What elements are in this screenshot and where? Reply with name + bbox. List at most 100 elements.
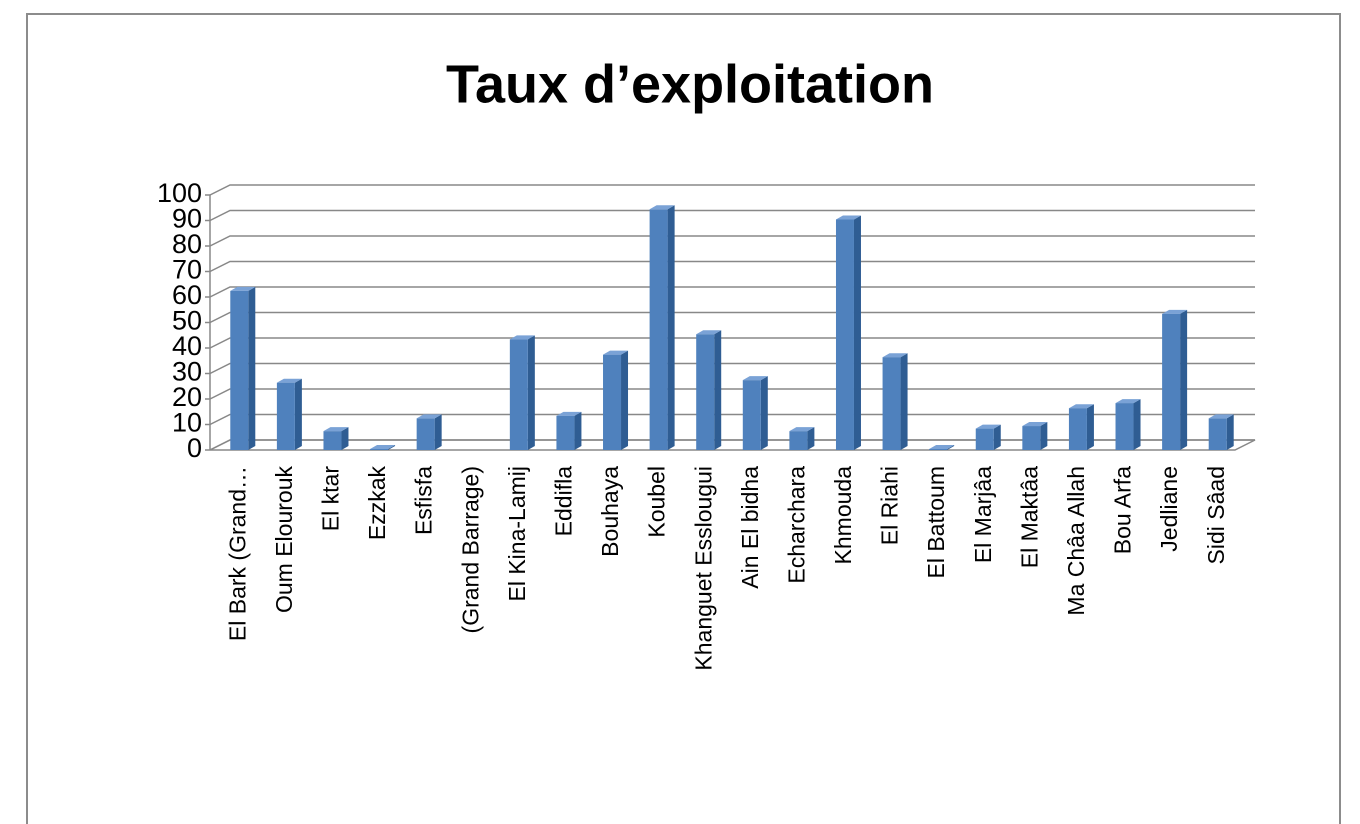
bar-top [929, 445, 955, 449]
bar-top [323, 427, 349, 432]
bar-top [789, 427, 815, 432]
x-tick-label: Sidi Sâad [1203, 466, 1229, 564]
bar [1162, 313, 1181, 450]
y-tick-label: 70 [172, 255, 202, 285]
bar-top [1115, 399, 1141, 404]
bar [416, 418, 435, 450]
bar [929, 449, 948, 450]
bar-side [621, 350, 629, 450]
bar-side [853, 215, 861, 450]
bar-side [947, 445, 955, 450]
bar-top [1068, 404, 1094, 409]
y-tick-label: 30 [172, 357, 202, 387]
bar-top [509, 335, 535, 340]
bar [1208, 418, 1227, 450]
grid-line [209, 260, 1255, 273]
x-tick-label: Esfisfa [411, 466, 437, 535]
bar-top [230, 286, 256, 291]
bar [370, 449, 389, 450]
y-tick-label: 40 [172, 331, 202, 361]
y-tick-label: 100 [157, 178, 202, 208]
grid-line [209, 235, 1255, 247]
bar-top [975, 424, 1001, 429]
bar [742, 380, 761, 450]
bar-top [416, 414, 442, 419]
bar-side [900, 353, 908, 450]
x-tick-label: El Kina-Lamij [504, 466, 530, 602]
bar-side [341, 427, 349, 450]
x-tick-label: Ma Châa Allah [1063, 466, 1089, 616]
bar-top [1022, 422, 1048, 427]
bar-top [603, 350, 629, 355]
bar [509, 339, 528, 450]
bar [323, 431, 342, 450]
bar [556, 415, 575, 450]
bar [1022, 426, 1041, 450]
bar-top [742, 376, 768, 381]
bar-top [835, 215, 861, 220]
grid-line [209, 286, 1255, 298]
bar-side [527, 335, 535, 450]
bar-side [760, 376, 768, 450]
x-tick-label: Jedliane [1156, 466, 1182, 552]
bar [789, 431, 808, 450]
bar [882, 357, 901, 450]
grid-line [209, 362, 1255, 375]
bar-top [370, 445, 396, 449]
bar [649, 209, 668, 450]
bar-side [714, 330, 722, 450]
bar-side [1133, 399, 1141, 450]
bar-side [1040, 422, 1048, 450]
bar-side [993, 424, 1001, 450]
bar-side [574, 411, 582, 450]
y-tick-label: 90 [172, 204, 202, 234]
bar-top [556, 411, 582, 416]
bar-side [388, 445, 396, 450]
grid-line [209, 184, 1255, 196]
x-tick-label: El ktar [318, 466, 344, 532]
x-tick-label: El Maktâa [1016, 466, 1042, 568]
x-tick-label: El Bark (Grand… [224, 466, 250, 641]
bar-side [1180, 309, 1188, 450]
bar-side [434, 414, 442, 450]
bar [835, 219, 854, 450]
bar-top [1162, 309, 1188, 314]
x-tick-label: El Riahi [877, 466, 903, 545]
bar [1068, 408, 1087, 450]
bar [230, 290, 249, 450]
bar-top [882, 353, 908, 358]
bar [696, 334, 715, 450]
x-tick-label: Ain El bidha [737, 466, 763, 589]
bar-side [248, 286, 256, 450]
bar-top [276, 378, 302, 383]
grid-line [209, 413, 1255, 426]
bar [975, 428, 994, 450]
x-tick-label: (Grand Barrage) [457, 466, 483, 633]
bar [603, 354, 622, 450]
x-tick-label: Eddifla [551, 466, 577, 537]
y-tick-label: 50 [172, 306, 202, 336]
x-tick-label: Ezzkak [364, 466, 390, 541]
x-tick-label: Koubel [644, 466, 670, 538]
grid-line [209, 311, 1255, 324]
chart-title: Taux d’exploitation [446, 54, 934, 114]
grid-line [209, 388, 1255, 400]
bar-top [1208, 414, 1234, 419]
bar [276, 382, 295, 450]
x-tick-label: El Battoum [923, 466, 949, 579]
x-tick-label: El Marjâa [970, 466, 996, 563]
y-tick-label: 60 [172, 280, 202, 310]
grid-line [209, 337, 1255, 349]
bar-side [1226, 414, 1234, 450]
bar-side [667, 205, 675, 450]
bar-side [1086, 404, 1094, 450]
x-tick-label: Oum Elourouk [271, 466, 297, 614]
grid-line [209, 439, 1255, 451]
bar-side [294, 378, 302, 450]
y-tick-label: 10 [172, 408, 202, 438]
bar [1115, 403, 1134, 450]
grid-line [209, 209, 1255, 222]
bar-top [649, 205, 675, 210]
x-tick-label: Bouhaya [597, 466, 623, 557]
